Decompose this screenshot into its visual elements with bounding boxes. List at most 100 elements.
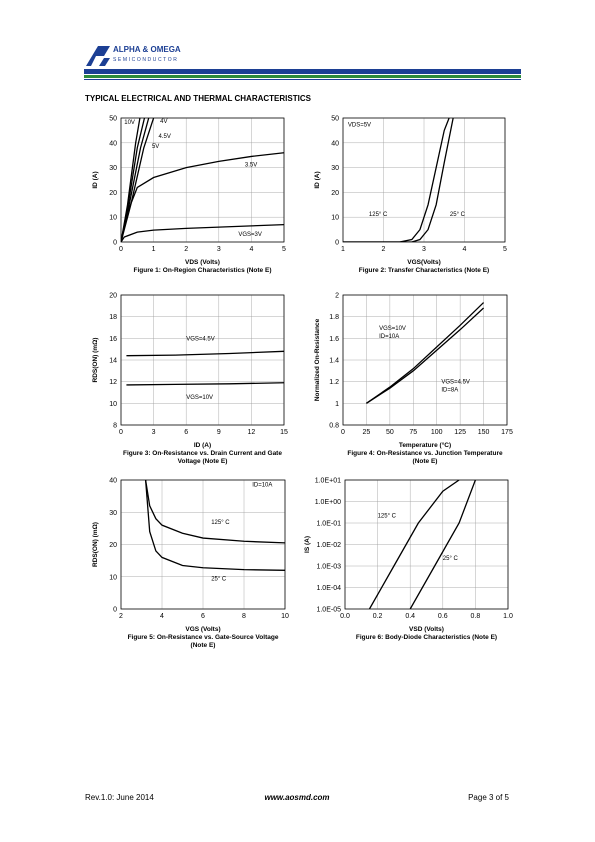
- x-tick-label: 5: [282, 246, 286, 253]
- plot-border: [342, 117, 506, 243]
- x-axis-label: VGS (Volts): [185, 626, 220, 633]
- data-line: [126, 382, 284, 386]
- y-tick-label: 20: [109, 542, 117, 549]
- series-label: 125° C: [369, 212, 388, 218]
- x-tick-label: 5: [503, 246, 507, 253]
- series-label: 125° C: [211, 520, 230, 526]
- x-tick-label: 1: [152, 246, 156, 253]
- y-tick-label: 1.0E+01: [315, 478, 341, 485]
- x-tick-label: 150: [478, 429, 490, 436]
- y-tick-label: 1.0E-05: [316, 607, 341, 614]
- x-tick-label: 0: [119, 429, 123, 436]
- figure-caption: Voltage (Note E): [178, 458, 228, 465]
- x-tick-label: 125: [454, 429, 466, 436]
- y-tick-label: 1.0E-02: [316, 542, 341, 549]
- plot-border: [120, 294, 285, 426]
- series-label: 10V: [124, 120, 135, 126]
- x-tick-label: 2: [184, 246, 188, 253]
- data-line: [121, 152, 284, 242]
- y-tick-label: 18: [109, 314, 117, 321]
- series-label: 25° C: [211, 577, 227, 583]
- y-tick-label: 10: [109, 401, 117, 408]
- x-tick-label: 25: [363, 429, 371, 436]
- y-tick-label: 20: [109, 293, 117, 300]
- x-tick-label: 12: [248, 429, 256, 436]
- company: ALPHA & OMEGA: [113, 45, 181, 54]
- data-line: [366, 307, 485, 404]
- series-note: ID=8A: [441, 387, 458, 393]
- series-label: 4V: [160, 119, 167, 125]
- y-tick-label: 1.4: [329, 358, 339, 365]
- data-line: [366, 302, 485, 404]
- footer-left: Rev.1.0: June 2014: [85, 793, 154, 802]
- x-tick-label: 50: [386, 429, 394, 436]
- y-tick-label: 1.8: [329, 314, 339, 321]
- series-label: VGS=3V: [238, 232, 262, 238]
- x-tick-label: 0.6: [438, 613, 448, 620]
- x-tick-label: 0.2: [373, 613, 383, 620]
- series-label: 25° C: [450, 212, 466, 218]
- footer-center: www.aosmd.com: [264, 793, 329, 802]
- figure-caption: (Note E): [413, 458, 438, 465]
- figure-caption: Figure 4: On-Resistance vs. Junction Tem…: [347, 450, 503, 457]
- x-tick-label: 3: [217, 246, 221, 253]
- plot-border: [344, 479, 509, 610]
- figure-caption: Figure 3: On-Resistance vs. Drain Curren…: [123, 450, 282, 457]
- x-tick-label: 2: [382, 246, 386, 253]
- x-axis-label: VGS(Volts): [407, 259, 440, 266]
- x-tick-label: 4: [160, 613, 164, 620]
- annotation: VDS=5V: [348, 123, 371, 129]
- y-tick-label: 14: [109, 358, 117, 365]
- x-tick-label: 8: [242, 613, 246, 620]
- y-axis-label: RDS(ON) (mΩ): [92, 522, 99, 567]
- y-axis-label: RDS(ON) (mΩ): [92, 338, 99, 383]
- figure-caption: Figure 5: On-Resistance vs. Gate-Source …: [128, 634, 279, 641]
- y-tick-label: 1.0E+00: [315, 499, 341, 506]
- y-tick-label: 50: [109, 116, 117, 123]
- series-label: VGS=4.5V: [186, 337, 215, 343]
- x-tick-label: 1.0: [503, 613, 513, 620]
- plot-frame: [120, 117, 285, 243]
- y-tick-label: 1: [335, 401, 339, 408]
- x-tick-label: 0: [119, 246, 123, 253]
- x-tick-label: 100: [431, 429, 443, 436]
- x-tick-label: 0.0: [340, 613, 350, 620]
- data-line: [121, 223, 284, 242]
- y-tick-label: 8: [113, 423, 117, 430]
- header-stripe: [84, 79, 521, 80]
- x-axis-label: VDS (Volts): [185, 259, 220, 266]
- x-tick-label: 10: [281, 613, 289, 620]
- plot-border: [342, 294, 508, 426]
- y-tick-label: 0: [113, 240, 117, 247]
- series-note: ID=10A: [379, 334, 399, 340]
- x-axis-label: Temperature (°C): [399, 441, 451, 449]
- y-tick-label: 30: [109, 165, 117, 172]
- y-tick-label: 20: [109, 190, 117, 197]
- y-tick-label: 50: [331, 116, 339, 123]
- y-axis-label: Normalized On-Resistance: [314, 318, 321, 401]
- y-tick-label: 12: [109, 379, 117, 386]
- x-tick-label: 3: [152, 429, 156, 436]
- x-tick-label: 0: [341, 429, 345, 436]
- series-label: 4.5V: [158, 134, 170, 140]
- annotation: ID=10A: [252, 482, 272, 488]
- section-title: TYPICAL ELECTRICAL AND THERMAL CHARACTER…: [85, 94, 312, 103]
- x-tick-label: 3: [422, 246, 426, 253]
- x-tick-label: 2: [119, 613, 123, 620]
- figure-caption: Figure 2: Transfer Characteristics (Note…: [359, 267, 489, 274]
- figure-caption: (Note E): [191, 642, 216, 649]
- y-tick-label: 20: [331, 190, 339, 197]
- x-tick-label: 0.8: [471, 613, 481, 620]
- data-line: [121, 118, 155, 242]
- series-label: VGS=10V: [186, 395, 213, 401]
- data-line: [368, 480, 460, 609]
- data-line: [343, 118, 454, 242]
- plot-border: [120, 479, 286, 610]
- y-tick-label: 40: [109, 478, 117, 485]
- y-tick-label: 10: [331, 215, 339, 222]
- series-label: 125° C: [378, 513, 397, 519]
- y-tick-label: 1.6: [329, 336, 339, 343]
- y-tick-label: 30: [109, 510, 117, 517]
- series-label: 5V: [152, 144, 159, 150]
